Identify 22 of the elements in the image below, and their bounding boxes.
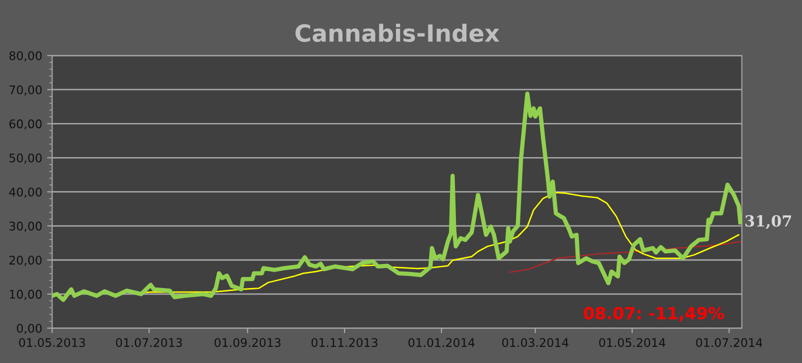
chart-title: Cannabis-Index	[295, 24, 500, 42]
x-tick-label: 01.05.2013	[19, 338, 85, 348]
x-tick-label: 01.07.2013	[116, 338, 182, 348]
y-tick-label: 10,00	[10, 290, 42, 300]
x-tick-label: 01.05.2014	[599, 338, 666, 348]
x-tick-label: 01.07.2014	[696, 338, 762, 348]
y-tick-label: 80,00	[9, 51, 42, 62]
x-tick-label: 01.11.2013	[312, 338, 378, 348]
y-tick-label: 40,00	[9, 188, 42, 198]
annotation: 08.07: -11,49%	[584, 306, 724, 322]
y-tick-label: 30,00	[10, 222, 42, 232]
annotation: 31,07	[745, 215, 791, 230]
y-tick-label: 20,00	[9, 256, 42, 266]
line-series	[52, 92, 742, 302]
y-tick-label: 0,00	[16, 324, 42, 334]
y-tick-label: 70,00	[10, 85, 42, 96]
x-tick-label: 01.01.2014	[408, 338, 475, 348]
x-tick-label: 01.03.2014	[502, 338, 568, 348]
x-tick-label: 01.09.2013	[214, 338, 280, 348]
y-tick-label: 60,00	[9, 119, 42, 130]
line-series	[509, 240, 741, 273]
y-tick-label: 50,00	[10, 153, 42, 164]
